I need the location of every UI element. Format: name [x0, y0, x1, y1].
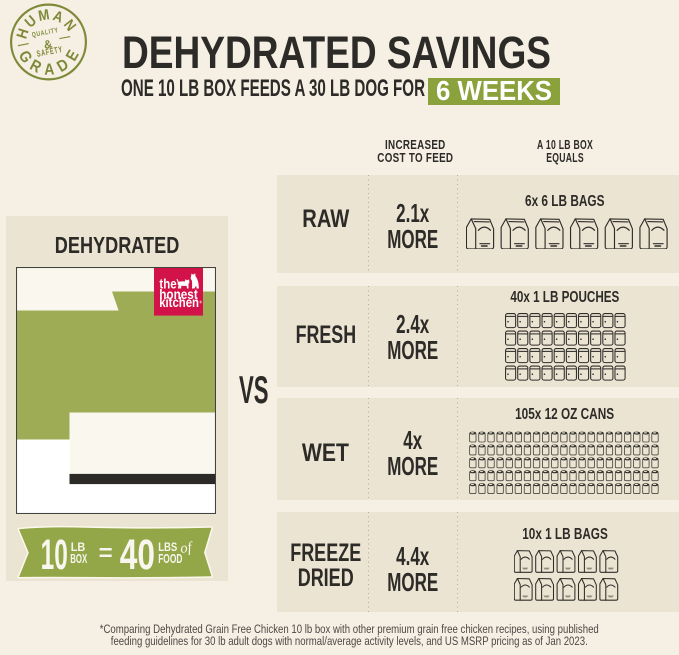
svg-text:®: ®: [199, 301, 202, 305]
svg-text:of: of: [179, 539, 194, 557]
svg-text:LB: LB: [71, 540, 86, 554]
svg-text:M: M: [37, 5, 51, 24]
svg-text:BOX: BOX: [70, 551, 87, 566]
svg-text:40: 40: [120, 532, 155, 579]
svg-text:&: &: [43, 38, 53, 51]
svg-text:the: the: [159, 277, 176, 292]
svg-text:SAFETY: SAFETY: [36, 44, 64, 59]
svg-text:honest: honest: [159, 287, 198, 302]
svg-text:LBS: LBS: [158, 540, 177, 554]
svg-text:H: H: [13, 26, 32, 40]
svg-text:A: A: [44, 61, 55, 79]
svg-text:U: U: [21, 12, 39, 31]
svg-text:FOOD: FOOD: [158, 551, 182, 566]
svg-text:A: A: [51, 7, 66, 26]
svg-text:10: 10: [41, 532, 68, 579]
svg-text:kitchen: kitchen: [159, 295, 199, 310]
svg-text:QUALITY: QUALITY: [31, 27, 59, 39]
svg-text:N: N: [61, 16, 80, 34]
svg-text:=: =: [99, 539, 113, 565]
